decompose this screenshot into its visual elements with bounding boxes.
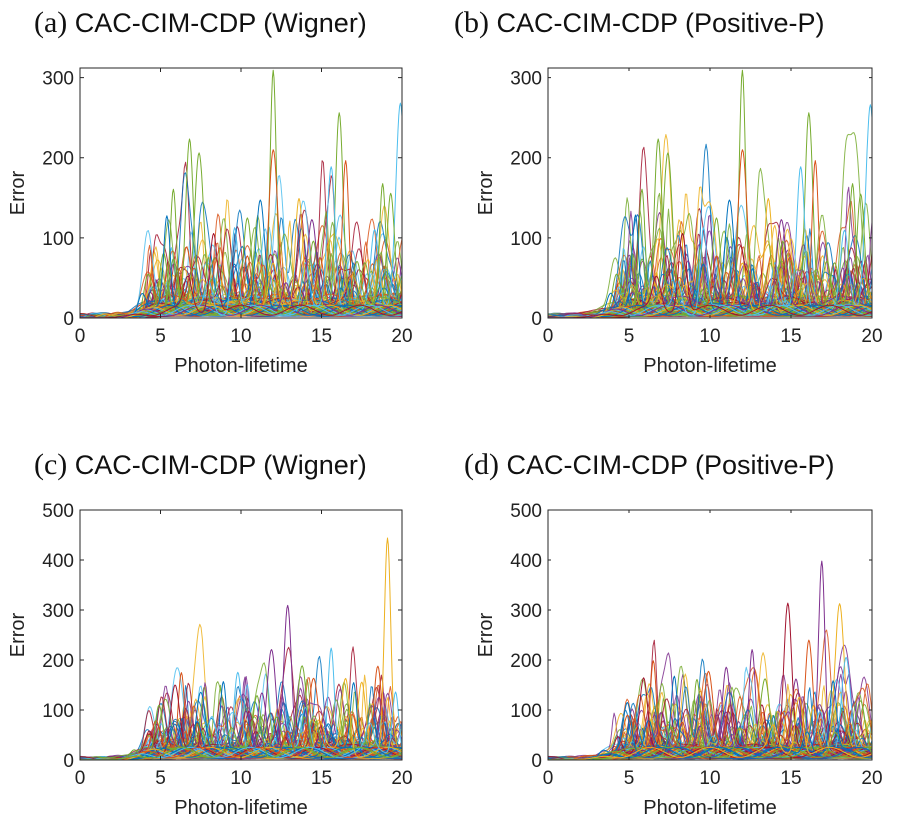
trajectories	[548, 560, 872, 760]
y-tick-label: 100	[510, 229, 542, 250]
x-tick-label: 0	[75, 326, 86, 347]
peak-trajectory	[80, 695, 402, 760]
peak-trajectory	[80, 69, 402, 318]
y-tick-label: 100	[510, 701, 542, 722]
x-tick-label: 10	[230, 326, 251, 347]
panel-letter: (b)	[454, 6, 496, 39]
y-tick-label: 0	[531, 751, 542, 772]
x-tick-label: 20	[391, 768, 412, 789]
y-tick-label: 100	[42, 229, 74, 250]
x-tick-label: 10	[699, 768, 720, 789]
y-axis-label: Error	[475, 170, 497, 215]
panel-title: (a) CAC-CIM-CDP (Wigner)	[34, 6, 367, 39]
peak-trajectory	[548, 233, 872, 318]
x-tick-label: 15	[780, 768, 801, 789]
y-tick-label: 400	[510, 551, 542, 572]
y-tick-label: 200	[510, 149, 542, 170]
y-tick-label: 200	[42, 651, 74, 672]
y-tick-label: 300	[42, 601, 74, 622]
panel-title-text: CAC-CIM-CDP (Wigner)	[75, 450, 367, 480]
y-axis-label: Error	[475, 612, 497, 657]
trajectories	[548, 69, 872, 318]
peak-trajectory	[548, 227, 872, 318]
y-tick-label: 200	[510, 651, 542, 672]
y-tick-label: 0	[63, 309, 74, 330]
peak-trajectory	[548, 696, 872, 760]
y-tick-label: 300	[510, 601, 542, 622]
x-tick-label: 5	[155, 768, 166, 789]
panel-title-text: CAC-CIM-CDP (Positive-P)	[496, 8, 824, 38]
y-axis-label: Error	[7, 612, 29, 657]
x-tick-label: 0	[543, 768, 554, 789]
x-tick-label: 10	[230, 768, 251, 789]
panel-c: (c) CAC-CIM-CDP (Wigner)0 5 10 15 2001002003…	[7, 448, 413, 819]
x-tick-label: 20	[861, 768, 882, 789]
peak-trajectory	[80, 682, 402, 760]
y-axis-label: Error	[7, 170, 29, 215]
y-tick-label: 100	[42, 701, 74, 722]
x-tick-label: 15	[311, 768, 332, 789]
y-tick-label: 200	[42, 149, 74, 170]
x-tick-label: 5	[624, 768, 635, 789]
y-tick-label: 300	[510, 69, 542, 90]
y-tick-label: 0	[63, 751, 74, 772]
panel-title-text: CAC-CIM-CDP (Wigner)	[75, 8, 367, 38]
panel-b: (b) CAC-CIM-CDP (Positive-P)0 5 10 15 200100…	[454, 6, 883, 377]
panel-title-text: CAC-CIM-CDP (Positive-P)	[506, 450, 834, 480]
peak-trajectory	[80, 233, 402, 318]
panel-d: (d) CAC-CIM-CDP (Positive-P)0 5 10 15 200100…	[464, 448, 883, 819]
panel-title: (d) CAC-CIM-CDP (Positive-P)	[464, 448, 835, 481]
x-axis-label: Photon-lifetime	[643, 797, 776, 819]
x-tick-label: 10	[699, 326, 720, 347]
y-tick-label: 500	[510, 501, 542, 522]
x-axis-label: Photon-lifetime	[174, 355, 307, 377]
panel-letter: (d)	[464, 448, 506, 481]
panel-a: (a) CAC-CIM-CDP (Wigner)0 5 10 15 2001002003…	[7, 6, 413, 377]
panel-title: (b) CAC-CIM-CDP (Positive-P)	[454, 6, 825, 39]
panel-title: (c) CAC-CIM-CDP (Wigner)	[34, 448, 367, 481]
x-axis-label: Photon-lifetime	[643, 355, 776, 377]
peak-trajectory	[80, 704, 402, 760]
y-tick-label: 500	[42, 501, 74, 522]
panel-letter: (c)	[34, 448, 75, 481]
y-tick-label: 0	[531, 309, 542, 330]
x-tick-label: 20	[391, 326, 412, 347]
y-tick-label: 300	[42, 69, 74, 90]
trajectories	[80, 69, 402, 318]
y-tick-label: 400	[42, 551, 74, 572]
x-tick-label: 15	[780, 326, 801, 347]
peak-trajectory	[548, 678, 872, 760]
x-tick-label: 0	[543, 326, 554, 347]
trajectories	[80, 537, 402, 760]
panel-letter: (a)	[34, 6, 75, 39]
x-tick-label: 20	[861, 326, 882, 347]
x-tick-label: 15	[311, 326, 332, 347]
x-axis-label: Photon-lifetime	[174, 797, 307, 819]
peak-trajectory	[548, 680, 872, 760]
x-tick-label: 0	[75, 768, 86, 789]
peak-trajectory	[80, 691, 402, 760]
panels: (a) CAC-CIM-CDP (Wigner)0 5 10 15 2001002003…	[7, 6, 883, 819]
x-tick-label: 5	[155, 326, 166, 347]
peak-trajectory	[80, 227, 402, 318]
x-tick-label: 5	[624, 326, 635, 347]
